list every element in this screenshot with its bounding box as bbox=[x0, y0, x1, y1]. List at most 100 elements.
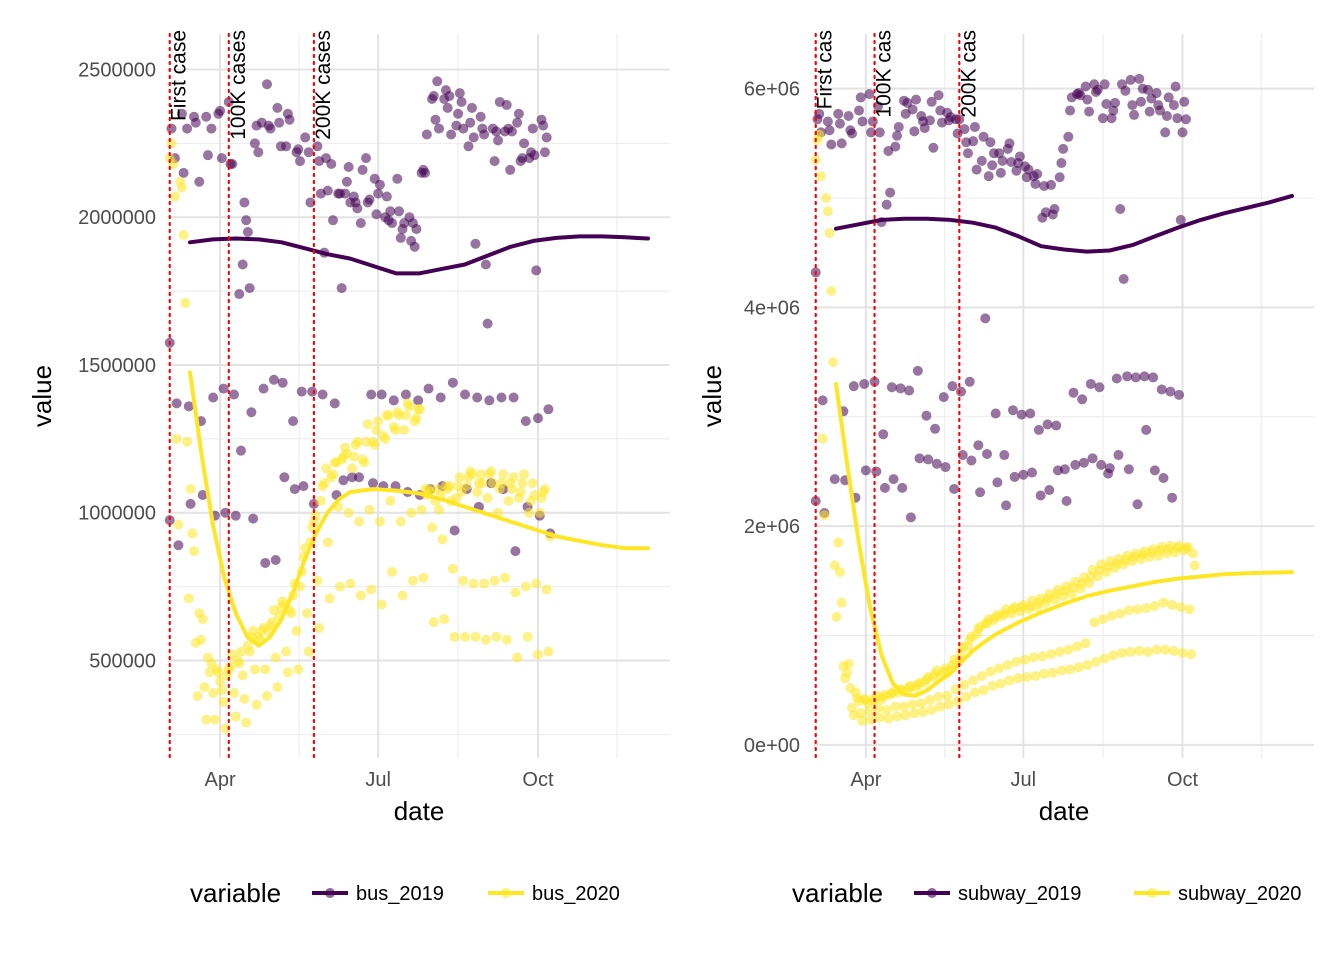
data-point bbox=[995, 167, 1006, 178]
data-point bbox=[239, 693, 250, 704]
y-tick-label: 500000 bbox=[89, 650, 156, 672]
data-point bbox=[303, 147, 314, 158]
data-point bbox=[458, 575, 469, 586]
legend-key-point bbox=[501, 888, 511, 898]
x-tick-label: Oct bbox=[1167, 769, 1199, 791]
data-point bbox=[281, 141, 292, 152]
data-point bbox=[1016, 409, 1027, 420]
data-point bbox=[176, 108, 187, 119]
data-point bbox=[1087, 453, 1098, 464]
data-point bbox=[1151, 88, 1162, 99]
data-point bbox=[241, 717, 252, 728]
data-point bbox=[223, 96, 234, 107]
data-point bbox=[833, 537, 844, 548]
data-point bbox=[178, 229, 189, 240]
data-point bbox=[414, 404, 425, 415]
data-point bbox=[385, 495, 396, 506]
data-point bbox=[381, 191, 392, 202]
x-tick-label: Apr bbox=[205, 769, 236, 791]
data-point bbox=[985, 137, 996, 148]
data-point bbox=[817, 433, 828, 444]
data-point bbox=[369, 439, 380, 450]
data-point bbox=[498, 469, 509, 480]
data-point bbox=[303, 646, 314, 657]
data-point bbox=[470, 238, 481, 249]
data-point bbox=[242, 226, 253, 237]
event-label: 200K cas bbox=[957, 30, 980, 118]
data-point bbox=[1080, 81, 1091, 92]
legend: variable bus_2019 bus_2020 bbox=[190, 878, 620, 908]
data-point bbox=[874, 712, 885, 723]
data-point bbox=[841, 667, 852, 678]
data-point bbox=[1106, 113, 1117, 124]
x-tick-label: Jul bbox=[365, 769, 391, 791]
data-point bbox=[213, 667, 224, 678]
data-point bbox=[1149, 465, 1160, 476]
data-point bbox=[1165, 386, 1176, 397]
data-point bbox=[230, 510, 241, 521]
data-point bbox=[357, 164, 368, 175]
data-point bbox=[328, 215, 339, 226]
data-point bbox=[376, 599, 387, 610]
data-point bbox=[917, 707, 928, 718]
data-point bbox=[361, 153, 372, 164]
data-point bbox=[987, 680, 998, 691]
data-point bbox=[1065, 105, 1076, 116]
data-point bbox=[1014, 151, 1025, 162]
data-point bbox=[821, 193, 832, 204]
data-point bbox=[1177, 127, 1188, 138]
data-point bbox=[1042, 419, 1053, 430]
data-point bbox=[1144, 106, 1155, 117]
data-point bbox=[326, 159, 337, 170]
data-point bbox=[392, 173, 403, 184]
data-point bbox=[1001, 500, 1012, 511]
data-point bbox=[926, 704, 937, 715]
data-point bbox=[1068, 387, 1079, 398]
data-point bbox=[985, 666, 996, 677]
data-point bbox=[182, 436, 193, 447]
data-point bbox=[229, 687, 240, 698]
event-lines: First case 100K cases 200K cases bbox=[168, 30, 335, 760]
data-point bbox=[355, 590, 366, 601]
data-point bbox=[912, 365, 923, 376]
data-point bbox=[881, 199, 892, 210]
data-point bbox=[262, 690, 273, 701]
legend-title: variable bbox=[792, 878, 883, 908]
data-point bbox=[298, 481, 309, 492]
data-point bbox=[866, 127, 877, 138]
data-point bbox=[900, 710, 911, 721]
data-point bbox=[933, 691, 944, 702]
data-point bbox=[921, 410, 932, 421]
data-point bbox=[990, 408, 1001, 419]
data-point bbox=[1037, 651, 1048, 662]
x-axis-label: date bbox=[1039, 796, 1090, 826]
data-point bbox=[244, 646, 255, 657]
data-point bbox=[886, 382, 897, 393]
data-point bbox=[218, 696, 229, 707]
data-point bbox=[943, 699, 954, 710]
data-point bbox=[192, 690, 203, 701]
data-point bbox=[829, 474, 840, 485]
data-point bbox=[539, 147, 550, 158]
data-point bbox=[517, 478, 528, 489]
legend-key bbox=[488, 888, 524, 898]
smooth-line-subway_2020 bbox=[834, 382, 1294, 698]
data-point bbox=[1018, 469, 1029, 480]
data-point bbox=[1151, 644, 1162, 655]
data-point bbox=[1051, 420, 1062, 431]
data-point bbox=[244, 283, 255, 294]
data-point bbox=[354, 516, 365, 527]
data-point bbox=[468, 578, 479, 589]
data-point bbox=[265, 123, 276, 134]
data-point bbox=[166, 138, 177, 149]
data-point bbox=[338, 475, 349, 486]
data-point bbox=[420, 167, 431, 178]
data-point bbox=[1122, 371, 1133, 382]
data-point bbox=[373, 188, 384, 199]
data-point bbox=[230, 711, 241, 722]
data-point bbox=[969, 121, 980, 132]
data-point bbox=[1127, 100, 1138, 111]
data-point bbox=[194, 176, 205, 187]
data-point bbox=[189, 546, 200, 557]
data-point bbox=[1134, 73, 1145, 84]
